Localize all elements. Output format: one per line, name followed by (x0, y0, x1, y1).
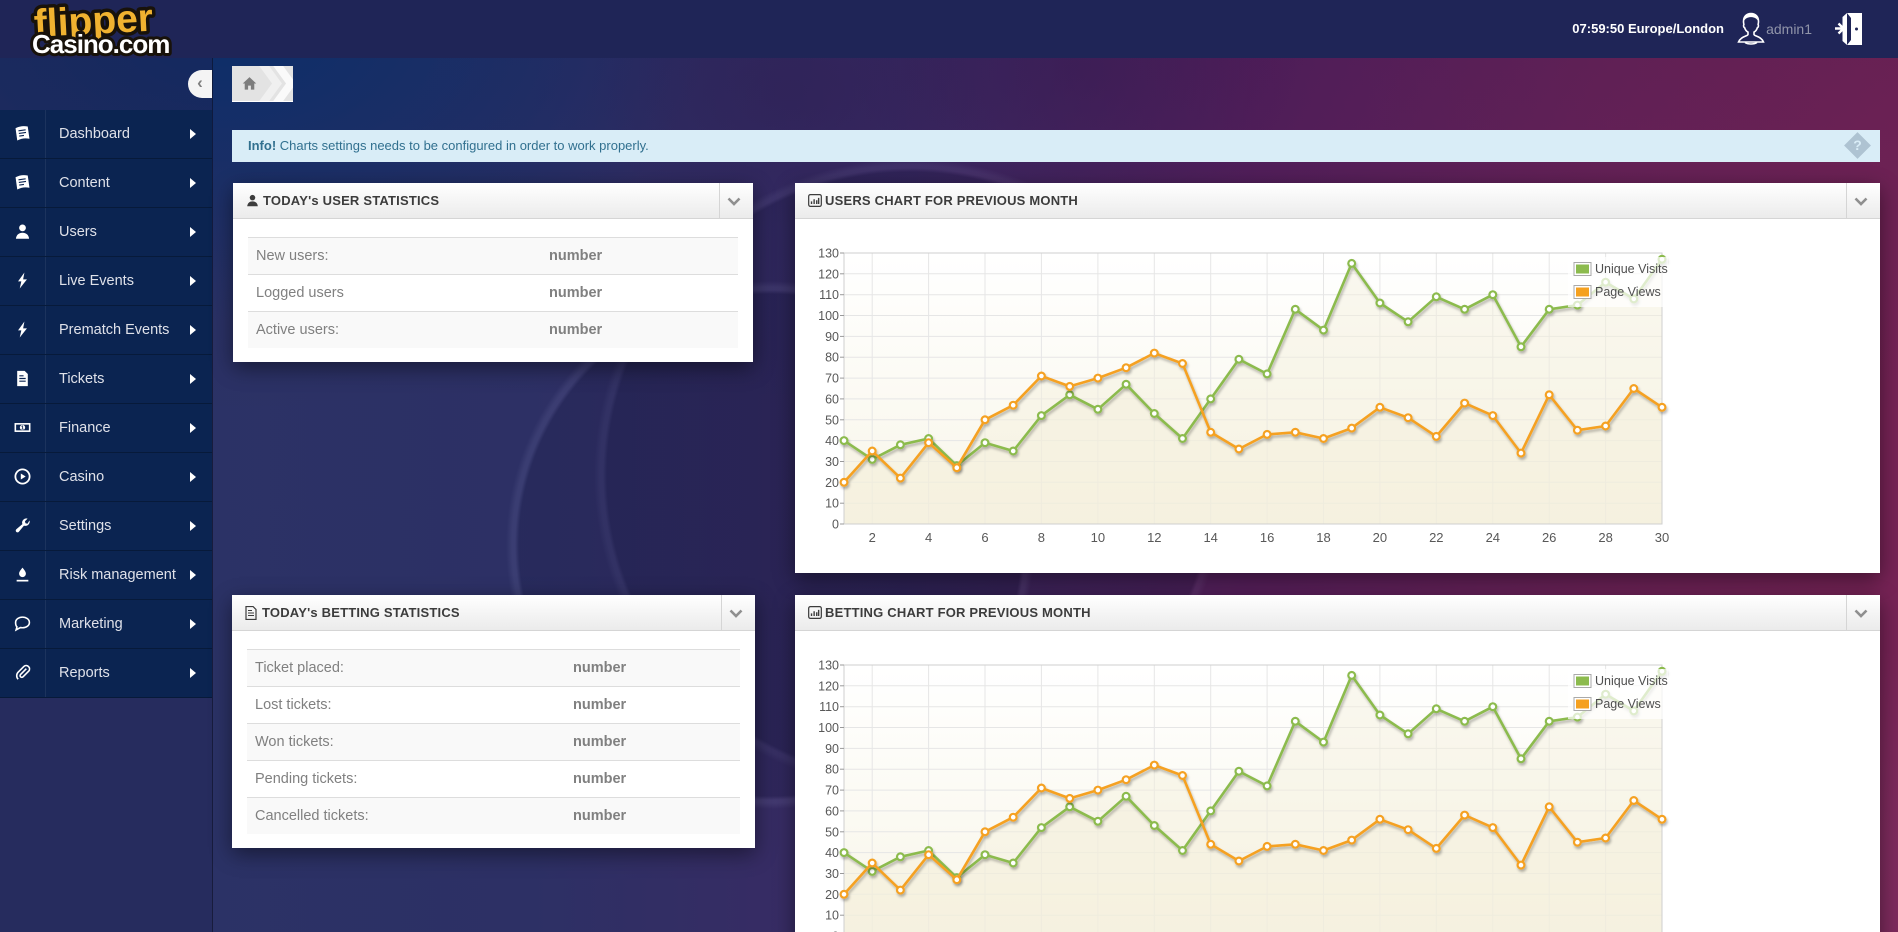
svg-text:120: 120 (818, 267, 839, 281)
svg-text:18: 18 (1316, 530, 1330, 545)
svg-text:Casino.com: Casino.com (32, 29, 169, 58)
svg-text:110: 110 (819, 288, 839, 302)
svg-text:10: 10 (825, 497, 839, 511)
svg-text:Page Views: Page Views (1595, 285, 1661, 299)
svg-text:40: 40 (825, 434, 839, 448)
svg-text:24: 24 (1486, 530, 1500, 545)
svg-text:60: 60 (825, 392, 839, 406)
svg-text:14: 14 (1203, 530, 1217, 545)
svg-text:flipper: flipper (33, 2, 154, 46)
svg-text:50: 50 (825, 413, 839, 427)
svg-text:90: 90 (825, 330, 839, 344)
svg-text:30: 30 (825, 455, 839, 469)
svg-text:6: 6 (981, 530, 988, 545)
svg-text:130: 130 (818, 247, 839, 261)
svg-text:12: 12 (1147, 530, 1161, 545)
svg-text:8: 8 (1038, 530, 1045, 545)
svg-text:4: 4 (925, 530, 932, 545)
svg-text:100: 100 (818, 309, 839, 323)
svg-text:16: 16 (1260, 530, 1274, 545)
svg-text:80: 80 (825, 351, 839, 365)
svg-text:10: 10 (1091, 530, 1105, 545)
svg-text:28: 28 (1598, 530, 1612, 545)
svg-text:Unique Visits: Unique Visits (1595, 262, 1668, 276)
svg-text:0: 0 (832, 518, 839, 532)
svg-text:26: 26 (1542, 530, 1556, 545)
svg-text:30: 30 (1655, 530, 1669, 545)
svg-text:2: 2 (869, 530, 876, 545)
svg-text:20: 20 (1373, 530, 1387, 545)
svg-text:20: 20 (825, 476, 839, 490)
svg-text:1: 1 (21, 426, 25, 432)
svg-text:22: 22 (1429, 530, 1443, 545)
svg-text:70: 70 (825, 372, 839, 386)
